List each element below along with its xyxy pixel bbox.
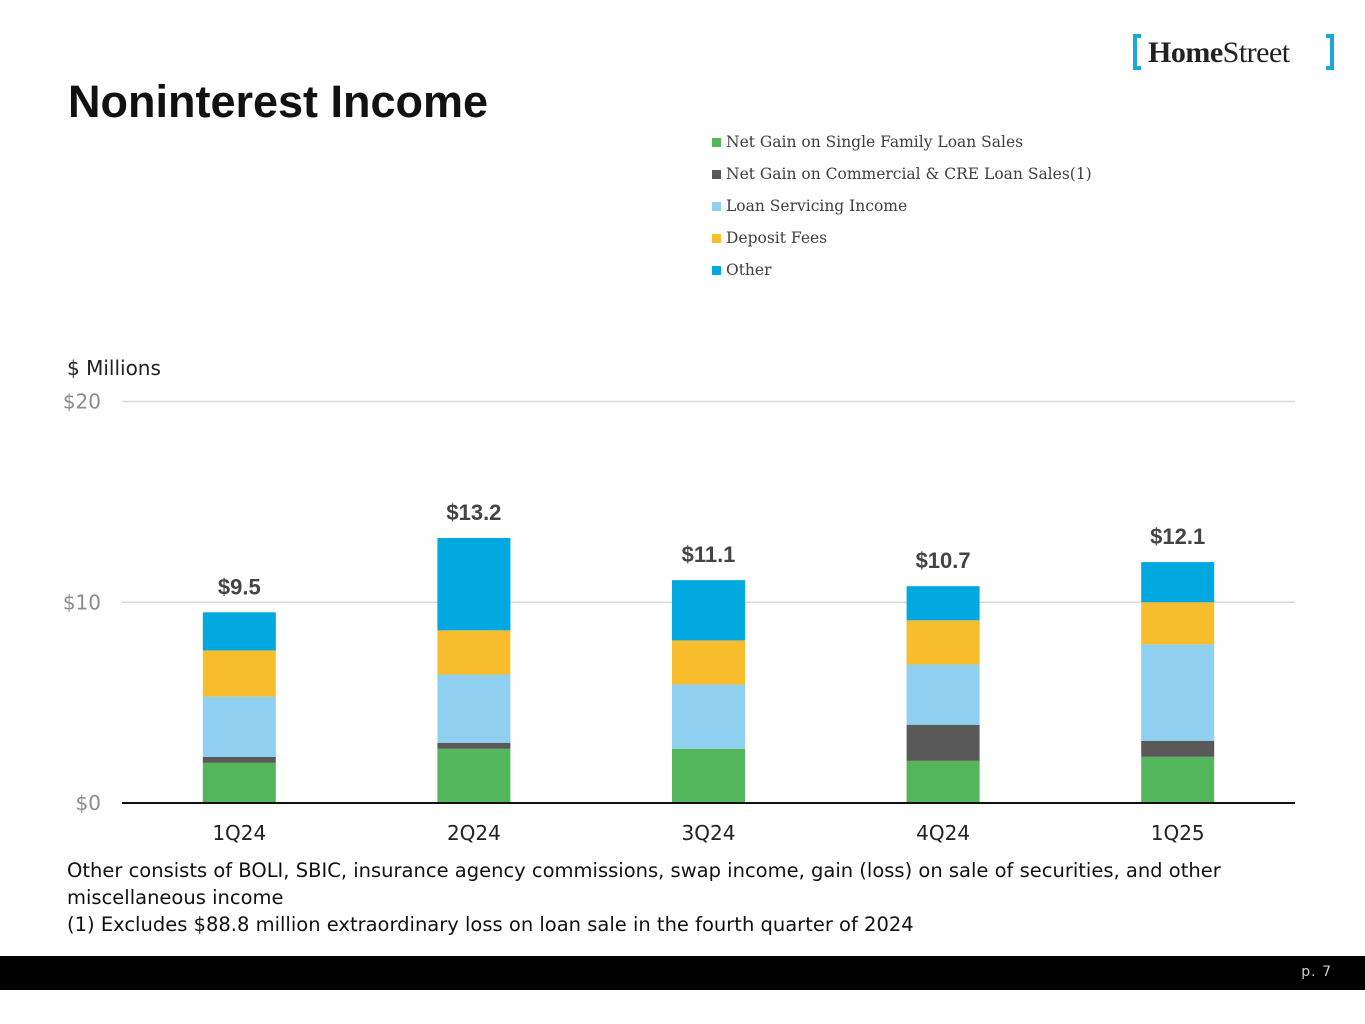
legend-item-loan-servicing: Loan Servicing Income	[712, 190, 1092, 222]
bar-segment	[437, 674, 511, 743]
bar-segment	[1141, 756, 1215, 803]
legend-swatch	[712, 265, 721, 275]
bar-total-label: $11.1	[682, 542, 736, 567]
logo-word-home: Home	[1148, 36, 1223, 69]
bar-segment	[906, 586, 980, 621]
legend-item-commercial-cre: Net Gain on Commercial & CRE Loan Sales(…	[712, 158, 1092, 190]
bar-segment	[906, 620, 980, 665]
x-tick-label: 2Q24	[447, 821, 501, 845]
legend-label: Deposit Fees	[726, 229, 828, 247]
legend-label: Net Gain on Commercial & CRE Loan Sales(…	[726, 165, 1092, 183]
legend-swatch	[712, 201, 721, 211]
footnote-other-definition: Other consists of BOLI, SBIC, insurance …	[67, 859, 1221, 909]
footnotes: Other consists of BOLI, SBIC, insurance …	[67, 857, 1267, 938]
bar-segment	[437, 748, 511, 803]
logo-right-bracket	[1326, 34, 1334, 70]
bar-segment	[672, 640, 745, 685]
logo-word-street: Street	[1222, 36, 1290, 69]
bar-segment	[202, 612, 276, 651]
x-tick-label: 4Q24	[916, 821, 970, 845]
y-axis-units-label: $ Millions	[67, 356, 161, 380]
footnote-exclusion: (1) Excludes $88.8 million extraordinary…	[67, 913, 914, 936]
homestreet-logo: HomeStreet	[1131, 30, 1336, 74]
bar-total-label: $12.1	[1150, 524, 1205, 549]
bar-segment	[202, 696, 276, 757]
bar-total-label: $13.2	[446, 500, 501, 525]
bar-segment	[906, 760, 980, 803]
bar-total-label: $10.7	[916, 548, 971, 573]
y-tick-label: $20	[63, 390, 101, 414]
x-tick-label: 1Q24	[212, 821, 266, 845]
x-tick-label: 1Q25	[1151, 821, 1205, 845]
bar-segment	[437, 742, 511, 749]
y-tick-label: $0	[76, 791, 101, 815]
logo-wordmark: HomeStreet	[1148, 36, 1290, 70]
bar-segment	[202, 650, 276, 697]
logo-left-bracket	[1133, 34, 1141, 70]
bar-segment	[1141, 602, 1215, 645]
bar-segment	[906, 664, 980, 725]
bar-segment	[1141, 644, 1215, 741]
legend-swatch	[712, 169, 721, 179]
bar-segment	[437, 538, 511, 631]
legend-label: Other	[726, 261, 772, 279]
x-tick-label: 3Q24	[682, 821, 736, 845]
page-number: p. 7	[1301, 964, 1332, 980]
bar-total-label: $9.5	[218, 574, 261, 599]
bar-segment	[202, 762, 276, 803]
legend-label: Net Gain on Single Family Loan Sales	[726, 133, 1024, 151]
bar-segment	[1141, 562, 1215, 603]
bar-segment	[672, 748, 745, 803]
legend-item-deposit-fees: Deposit Fees	[712, 222, 1092, 254]
legend-swatch	[712, 233, 721, 243]
bar-segment	[1141, 740, 1215, 757]
footer-bar: p. 7	[0, 956, 1365, 990]
bar-segment	[437, 630, 511, 675]
bar-segment	[672, 684, 745, 749]
legend-swatch	[712, 137, 721, 147]
page-title: Noninterest Income	[68, 76, 489, 127]
legend-item-other: Other	[712, 254, 1092, 286]
y-tick-label: $10	[63, 590, 101, 614]
legend-item-single-family: Net Gain on Single Family Loan Sales	[712, 126, 1092, 158]
bar-segment	[906, 724, 980, 761]
bar-segment	[672, 580, 745, 641]
bar-segment	[202, 756, 276, 763]
noninterest-income-chart: $0 $10 $20 $9.5 1Q24 $13.2 2Q24 $11.1 3Q24 $10.7 4…	[63, 390, 1295, 845]
legend-label: Loan Servicing Income	[726, 197, 908, 215]
chart-legend: Net Gain on Single Family Loan Sales Net…	[712, 126, 1092, 286]
